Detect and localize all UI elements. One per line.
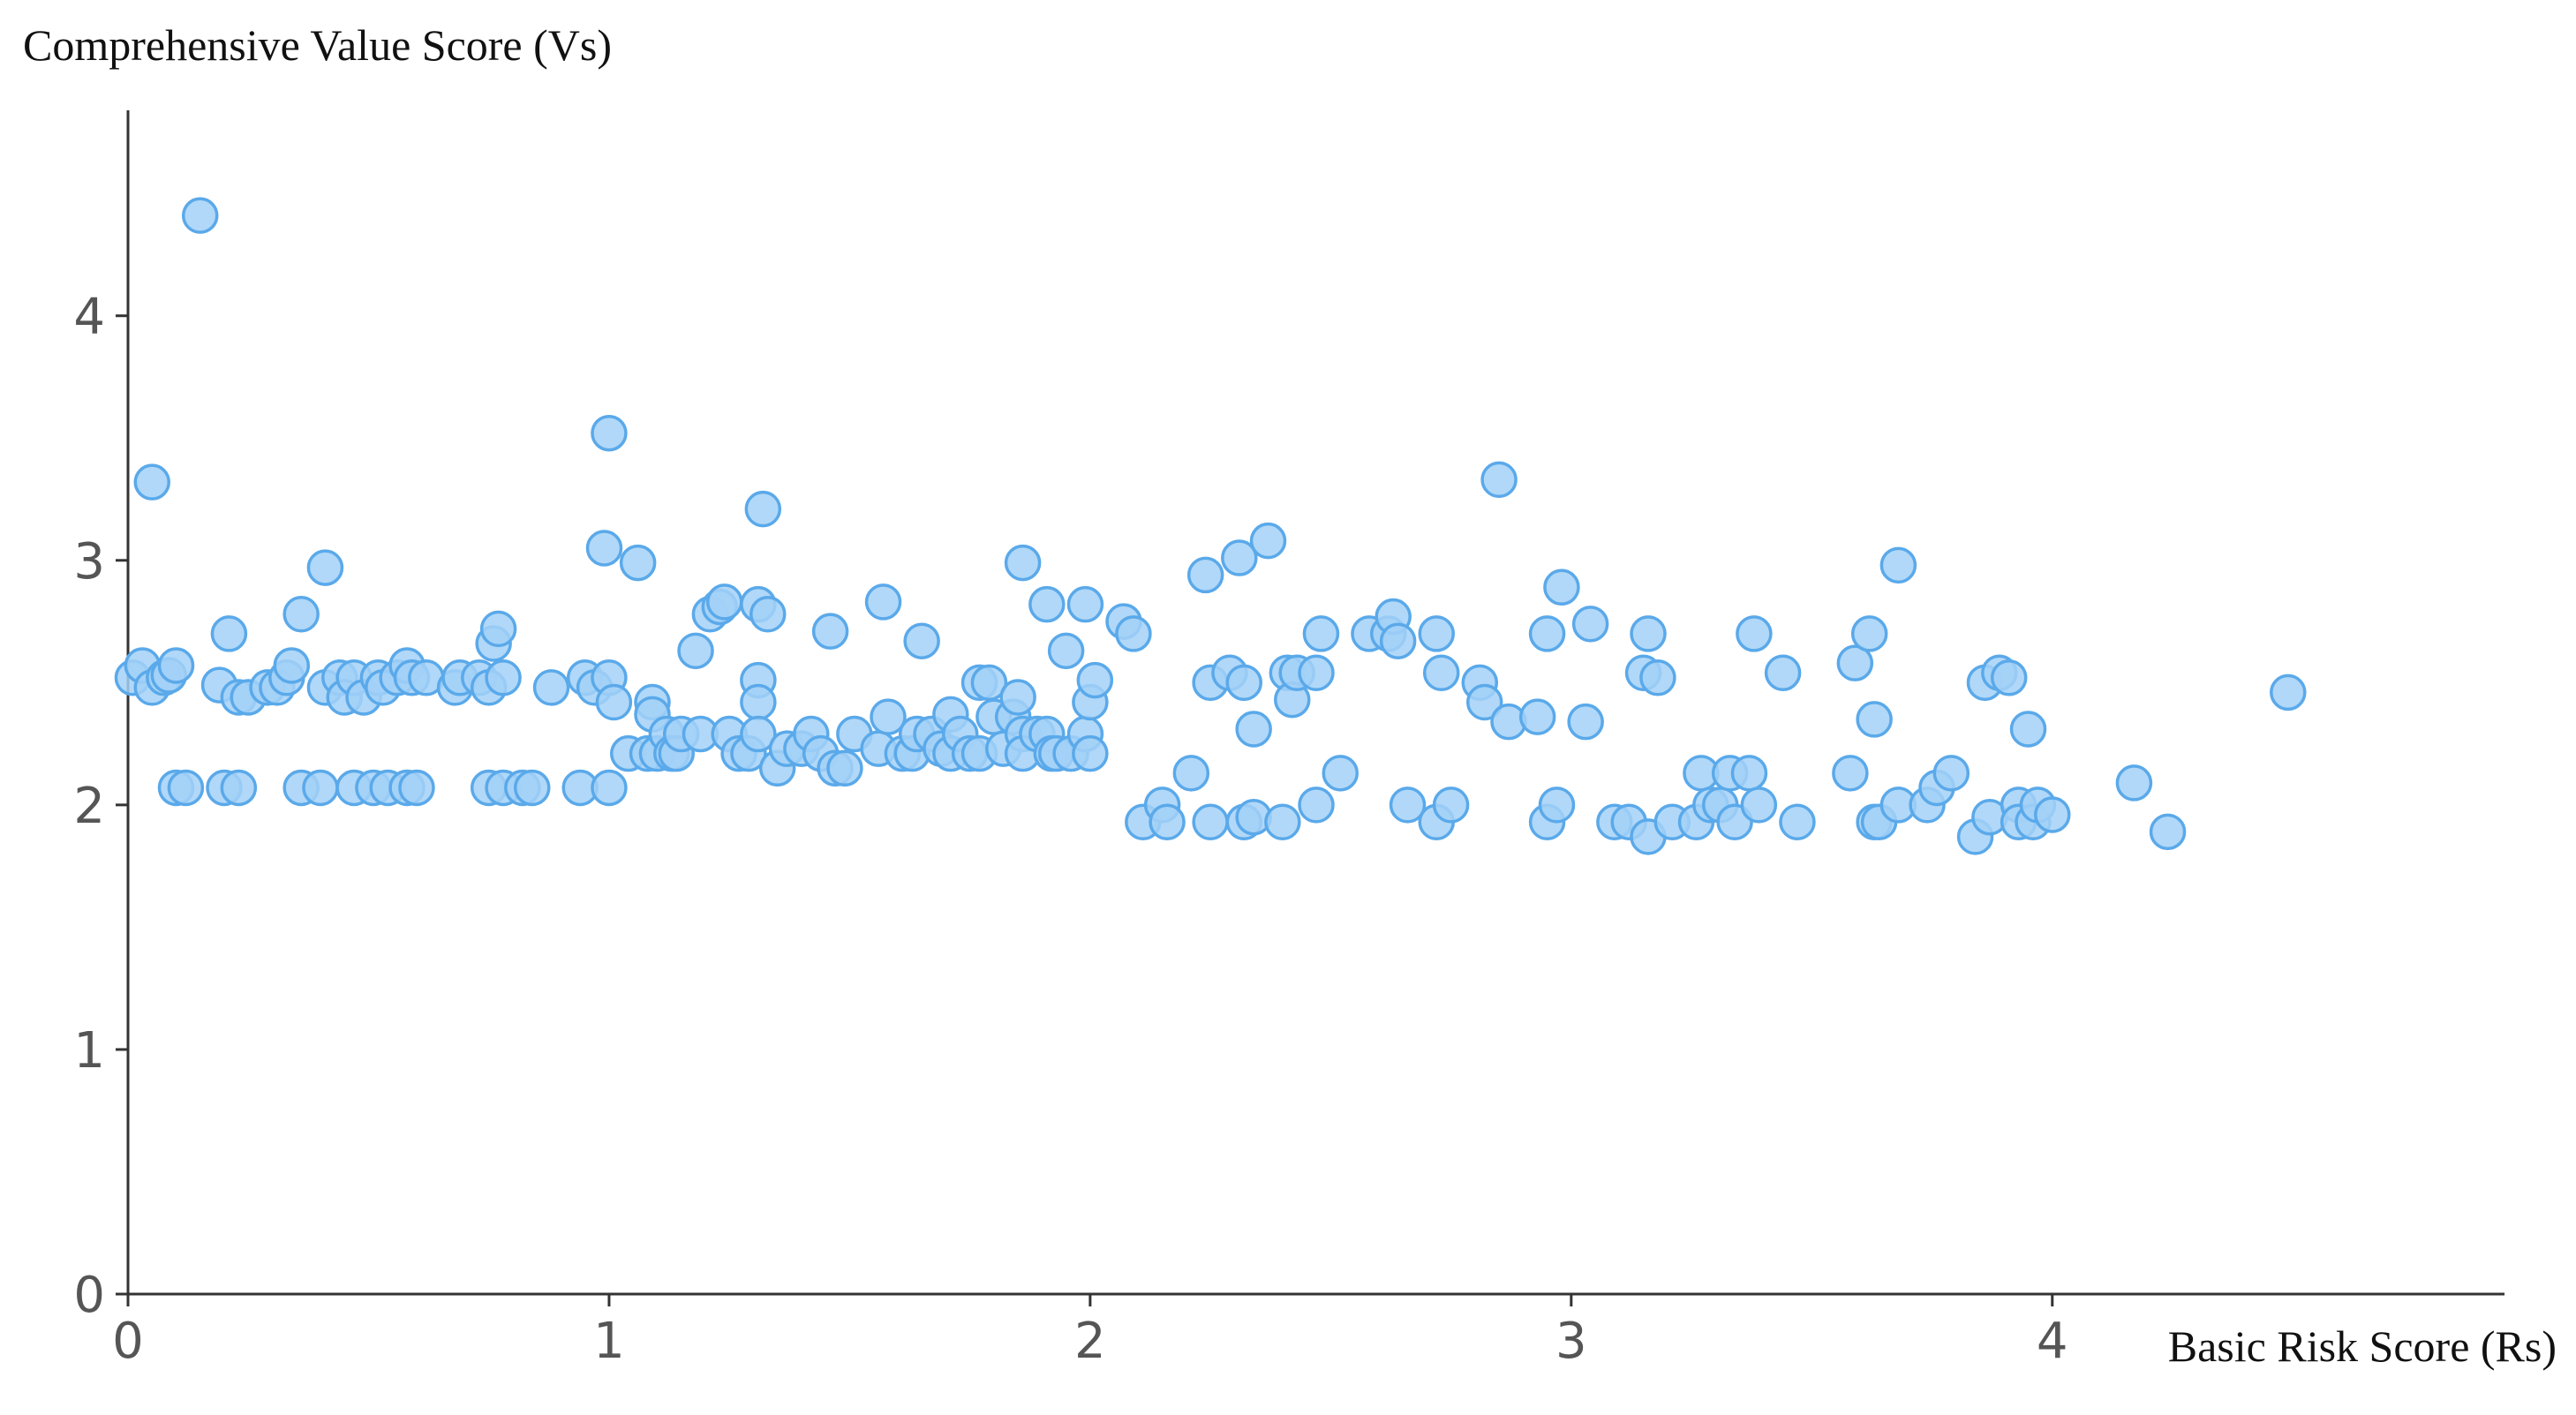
- point: [1004, 544, 1042, 582]
- point: [2270, 674, 2307, 711]
- point: [1736, 615, 1773, 652]
- point: [1932, 755, 1970, 792]
- point: [1990, 659, 2028, 696]
- point: [705, 583, 743, 621]
- point: [1028, 585, 1066, 623]
- point: [1730, 755, 1768, 792]
- point: [1630, 615, 1667, 652]
- point: [2149, 813, 2187, 851]
- y-tick-label: 0: [73, 1267, 105, 1324]
- point: [1047, 632, 1085, 670]
- point: [1298, 654, 1335, 692]
- point: [749, 596, 787, 633]
- point: [1072, 734, 1109, 772]
- point: [1389, 787, 1427, 824]
- point: [1518, 698, 1556, 735]
- x-tick-label: 0: [112, 1313, 144, 1370]
- point: [903, 622, 940, 659]
- point: [1538, 787, 1576, 824]
- point: [1432, 787, 1470, 824]
- x-tick-label: 2: [1074, 1313, 1106, 1370]
- point: [1225, 664, 1263, 702]
- point: [1192, 803, 1229, 841]
- point: [167, 769, 205, 807]
- point: [1249, 522, 1287, 560]
- point: [864, 583, 902, 621]
- point: [677, 632, 714, 670]
- point: [513, 769, 551, 807]
- y-tick-label: 3: [73, 533, 105, 591]
- point: [273, 647, 311, 684]
- x-tick-label: 1: [593, 1313, 625, 1370]
- point: [1764, 654, 1802, 692]
- point: [1639, 659, 1676, 696]
- point: [591, 414, 628, 452]
- point: [1879, 546, 1917, 584]
- point: [585, 530, 623, 567]
- point: [999, 679, 1036, 716]
- point: [1302, 615, 1340, 652]
- point: [302, 769, 339, 807]
- point: [740, 715, 777, 753]
- point: [811, 613, 849, 650]
- point: [485, 659, 522, 696]
- point: [1567, 703, 1604, 741]
- point: [1066, 585, 1104, 623]
- point: [210, 615, 248, 652]
- point: [1322, 755, 1359, 792]
- point: [1298, 787, 1335, 824]
- point: [157, 647, 195, 684]
- x-tick-label: 4: [2037, 1313, 2068, 1370]
- point: [619, 544, 657, 582]
- y-axis-label: Comprehensive Value Score (Vs): [23, 20, 612, 70]
- point: [1465, 683, 1503, 721]
- point: [220, 769, 258, 807]
- point: [826, 749, 863, 787]
- point: [2034, 796, 2071, 833]
- point: [1115, 615, 1152, 652]
- point: [532, 669, 570, 706]
- point: [744, 490, 782, 528]
- point: [1186, 556, 1224, 594]
- point: [133, 463, 170, 501]
- point: [398, 769, 435, 807]
- y-tick-label: 4: [73, 289, 105, 346]
- point: [591, 769, 628, 807]
- point: [306, 549, 344, 586]
- point: [1480, 461, 1518, 499]
- point: [1850, 615, 1888, 652]
- point: [1571, 606, 1609, 643]
- point: [2009, 711, 2047, 748]
- point: [1264, 803, 1301, 841]
- point: [1235, 711, 1272, 748]
- point: [181, 197, 219, 234]
- point: [1172, 755, 1210, 792]
- point: [740, 683, 777, 721]
- point: [479, 610, 517, 648]
- point: [1379, 622, 1417, 659]
- point: [1740, 787, 1778, 824]
- x-axis-label: Basic Risk Score (Rs): [2168, 1321, 2557, 1371]
- point: [1836, 644, 1874, 681]
- point: [1422, 654, 1460, 692]
- point: [870, 698, 907, 735]
- point: [282, 596, 320, 633]
- point: [1779, 803, 1816, 841]
- x-tick-label: 3: [1555, 1313, 1587, 1370]
- point: [1528, 615, 1566, 652]
- y-tick-label: 1: [73, 1022, 105, 1080]
- point: [1149, 803, 1186, 841]
- point: [1076, 661, 1114, 699]
- y-tick-label: 2: [73, 778, 105, 835]
- point: [595, 683, 633, 721]
- point: [1418, 615, 1455, 652]
- point: [1832, 755, 1869, 792]
- point: [1221, 539, 1258, 576]
- point: [2115, 764, 2153, 802]
- point: [1543, 568, 1580, 606]
- point: [1856, 701, 1893, 738]
